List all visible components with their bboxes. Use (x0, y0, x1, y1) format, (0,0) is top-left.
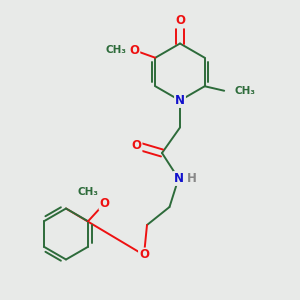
Text: H: H (187, 172, 197, 185)
Text: O: O (139, 248, 149, 262)
Text: CH₃: CH₃ (235, 86, 256, 96)
Text: N: N (175, 94, 185, 107)
Text: CH₃: CH₃ (105, 45, 126, 55)
Text: O: O (175, 14, 185, 28)
Text: O: O (129, 44, 139, 57)
Text: N: N (173, 172, 184, 185)
Text: O: O (100, 197, 110, 210)
Text: CH₃: CH₃ (78, 187, 99, 197)
Text: O: O (131, 139, 142, 152)
